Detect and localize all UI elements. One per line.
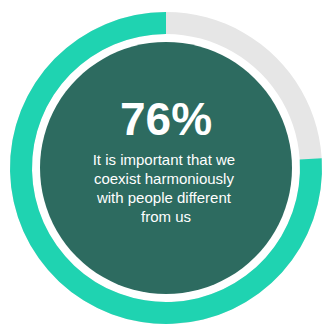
svg-text:It is important that we: It is important that we xyxy=(93,151,240,168)
svg-text:coexist harmoniously: coexist harmoniously xyxy=(94,170,238,187)
svg-text:76%: 76% xyxy=(120,93,212,145)
svg-text:with people different: with people different xyxy=(96,189,235,206)
svg-text:from us: from us xyxy=(141,208,191,225)
